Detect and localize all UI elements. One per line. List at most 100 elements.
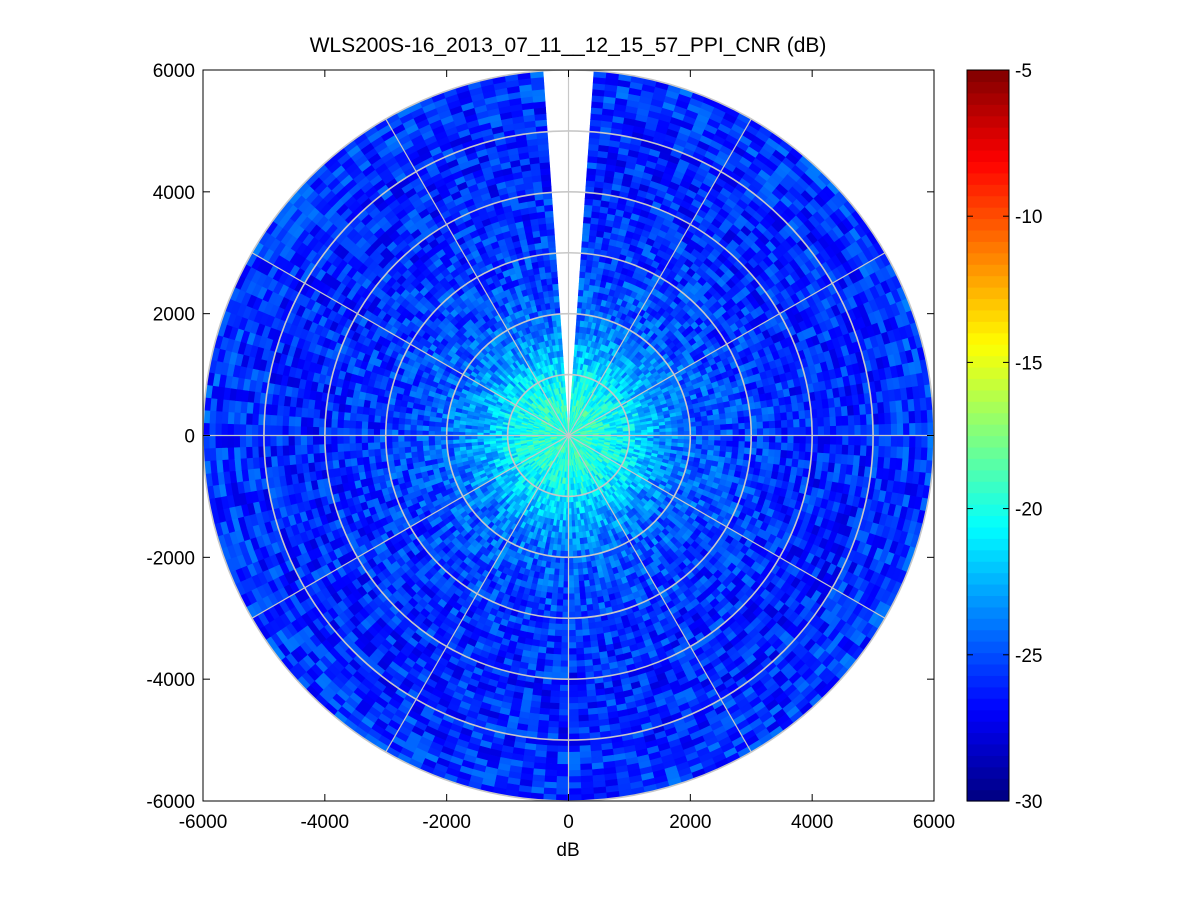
ppi-cell: [702, 430, 709, 436]
ppi-cell: [799, 418, 807, 428]
ppi-cell: [786, 442, 795, 452]
ppi-cell: [707, 424, 715, 431]
ppi-cell: [817, 417, 825, 428]
ppi-cell: [665, 427, 673, 433]
ppi-cell: [816, 452, 825, 463]
ppi-cell: [695, 439, 703, 446]
ppi-cell: [915, 435, 923, 449]
ppi-cell: [585, 179, 596, 188]
ppi-cell: [695, 425, 703, 432]
ppi-cell: [836, 435, 843, 446]
ppi-cell: [859, 414, 868, 426]
ppi-cell: [914, 410, 922, 424]
ppi-cell: [884, 435, 892, 448]
ppi-cell: [890, 446, 898, 459]
ppi-cell: [769, 427, 776, 436]
ppi-cell: [763, 428, 770, 436]
ppi-cell: [920, 410, 929, 424]
ppi-cell: [583, 204, 594, 212]
ppi-cell: [828, 453, 837, 464]
ppi-cell: [848, 435, 856, 446]
ppi-cell: [708, 435, 716, 441]
ppi-cell: [859, 445, 868, 457]
ppi-cell: [714, 424, 722, 431]
ppi-cell: [762, 441, 770, 450]
ppi-cell: [706, 414, 715, 422]
ppi-cell: [787, 427, 795, 436]
ppi-cell: [816, 408, 825, 419]
ppi-cell: [714, 435, 722, 442]
ppi-cell: [890, 423, 898, 436]
ppi-cell: [768, 449, 776, 458]
ppi-cell: [585, 259, 594, 267]
ppi-cell: [731, 411, 739, 419]
ppi-cell: [714, 429, 722, 436]
ppi-cell: [840, 454, 849, 466]
ppi-cell: [762, 448, 770, 457]
ppi-cell: [792, 450, 800, 461]
ppi-cell: [903, 423, 910, 436]
ppi-cell: [884, 423, 892, 436]
ppi-cell: [847, 415, 855, 427]
ppi-cell: [756, 421, 764, 430]
ppi-cell: [835, 416, 843, 427]
ppi-cell: [780, 450, 788, 459]
ppi-cell: [834, 406, 843, 418]
ppi-cell: [774, 412, 782, 422]
ppi-cell: [780, 442, 788, 452]
ppi-cell: [696, 430, 703, 436]
ppi-cell: [683, 435, 691, 441]
ppi-cell: [720, 435, 728, 442]
ppi-cell: [578, 283, 585, 291]
ppi-cell: [588, 235, 597, 243]
ppi-cell: [750, 435, 758, 443]
ppi-cell: [841, 444, 849, 456]
ppi-cell: [737, 447, 746, 455]
ppi-cell: [798, 410, 806, 420]
ppi-cell: [780, 412, 788, 421]
ppi-cell: [738, 441, 746, 449]
ppi-cell: [915, 422, 923, 436]
ppi-cell: [719, 418, 727, 426]
ppi-cell: [817, 426, 825, 436]
ppi-cell: [750, 428, 758, 436]
ppi-cell: [781, 427, 789, 436]
ppi-cell: [921, 435, 929, 449]
ppi-cell: [902, 411, 910, 425]
ppi-cell: [701, 420, 709, 427]
ppi-cell: [834, 453, 843, 465]
ppi-cell: [755, 408, 763, 417]
ppi-cell: [732, 440, 740, 448]
ppi-cell: [761, 455, 769, 464]
ppi-cell: [829, 444, 837, 455]
ppi-cell: [582, 228, 591, 236]
ppi-cell: [792, 410, 800, 421]
ppi-cell: [921, 422, 929, 436]
ppi-cell: [713, 419, 721, 426]
ppi-cell: [763, 435, 770, 443]
ppi-cell: [677, 435, 685, 440]
ppi-cell: [756, 435, 764, 443]
ppi-cell: [731, 417, 739, 425]
ppi-cell: [755, 448, 764, 457]
ppi-cell: [702, 435, 709, 441]
ppi-cell: [756, 428, 764, 436]
ppi-cell: [586, 167, 597, 176]
ppi-cell: [725, 446, 733, 454]
ppi-cell: [793, 427, 801, 436]
ppi-cell: [823, 426, 831, 436]
ppi-cell: [653, 428, 661, 433]
ppi-cell: [798, 451, 806, 461]
chart-title: WLS200S-16_2013_07_11__12_15_57_PPI_CNR …: [310, 34, 827, 57]
ppi-cell: [689, 430, 697, 436]
ppi-cell: [701, 425, 709, 432]
ppi-cell: [683, 430, 691, 436]
ppi-cell: [719, 445, 727, 453]
ppi-cell: [671, 427, 679, 433]
ppi-cell: [878, 435, 886, 447]
ppi-cell: [775, 435, 783, 444]
ppi-cell: [768, 442, 776, 451]
ppi-cell: [847, 444, 855, 456]
ppi-cell: [756, 441, 764, 450]
